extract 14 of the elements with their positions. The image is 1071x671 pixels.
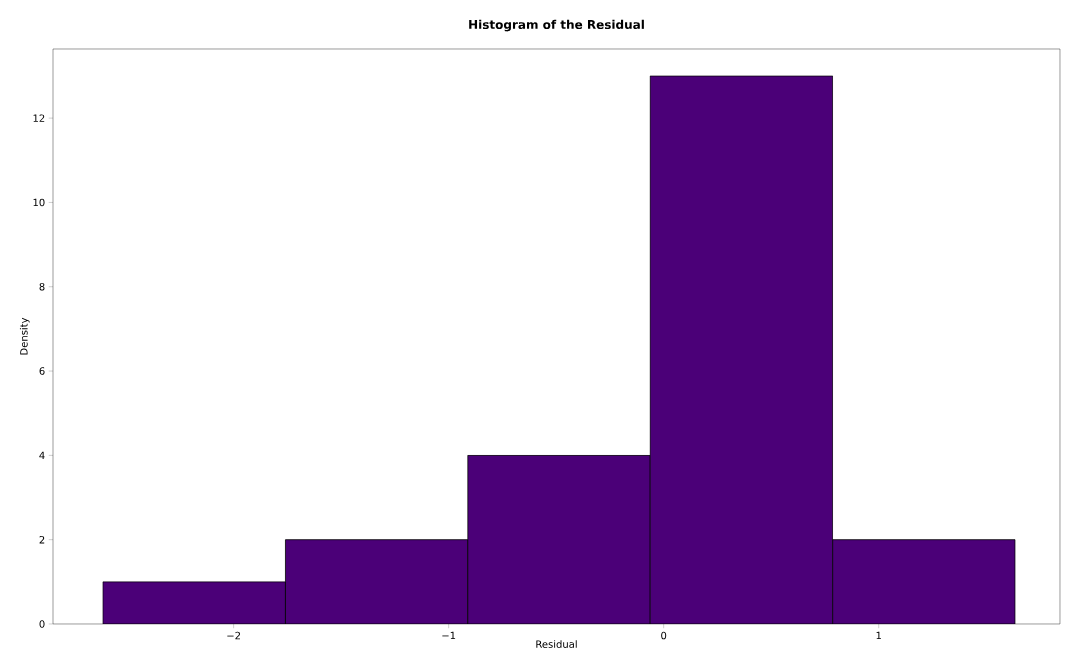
y-tick-label: 8 [39, 282, 45, 291]
y-tick-label: 4 [39, 451, 45, 460]
y-tick-label: 10 [33, 198, 45, 207]
x-tick-label: −1 [442, 631, 456, 640]
y-tick-label: 2 [39, 535, 45, 544]
x-tick-label: 1 [876, 631, 881, 640]
y-tick-label: 0 [39, 620, 45, 628]
x-axis-title: Residual [536, 640, 577, 648]
y-tick-label: 12 [33, 114, 45, 122]
chart-title: Histogram of the Residual [469, 19, 644, 32]
y-tick-label: 6 [39, 367, 45, 375]
x-tick-label: 0 [661, 631, 667, 640]
y-axis-title: Density [19, 317, 30, 355]
x-tick-label: −2 [227, 631, 240, 640]
